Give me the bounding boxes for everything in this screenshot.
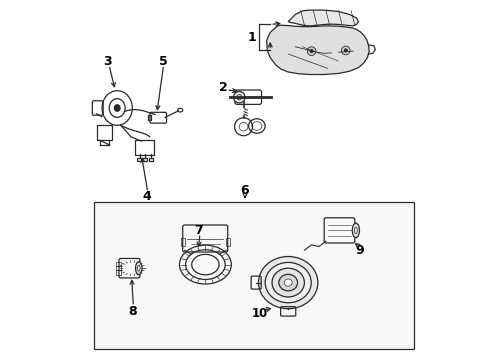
Ellipse shape <box>265 262 311 303</box>
Text: 7: 7 <box>194 224 202 237</box>
Ellipse shape <box>272 268 304 297</box>
Bar <box>226 238 230 246</box>
Bar <box>143 158 147 161</box>
Text: 1: 1 <box>248 31 257 44</box>
Bar <box>181 238 185 246</box>
Circle shape <box>307 47 316 55</box>
Ellipse shape <box>284 279 292 286</box>
Text: 10: 10 <box>251 307 268 320</box>
Text: 2: 2 <box>219 81 228 94</box>
Circle shape <box>342 46 350 55</box>
Text: 6: 6 <box>241 184 249 197</box>
Text: 8: 8 <box>128 305 137 318</box>
Bar <box>117 266 121 270</box>
Ellipse shape <box>352 223 360 238</box>
Ellipse shape <box>114 105 120 111</box>
Text: 9: 9 <box>355 244 364 257</box>
Ellipse shape <box>259 256 318 309</box>
Bar <box>117 262 121 266</box>
Bar <box>149 158 153 161</box>
Ellipse shape <box>279 274 297 291</box>
Circle shape <box>310 49 314 53</box>
Text: 4: 4 <box>143 190 151 203</box>
Bar <box>117 270 121 275</box>
Polygon shape <box>267 25 369 75</box>
Ellipse shape <box>136 262 142 275</box>
Text: 3: 3 <box>103 55 112 68</box>
Bar <box>94 202 414 349</box>
Circle shape <box>233 91 245 103</box>
Circle shape <box>344 49 347 52</box>
Text: 5: 5 <box>159 55 167 68</box>
Polygon shape <box>288 10 358 26</box>
Bar <box>137 158 142 161</box>
